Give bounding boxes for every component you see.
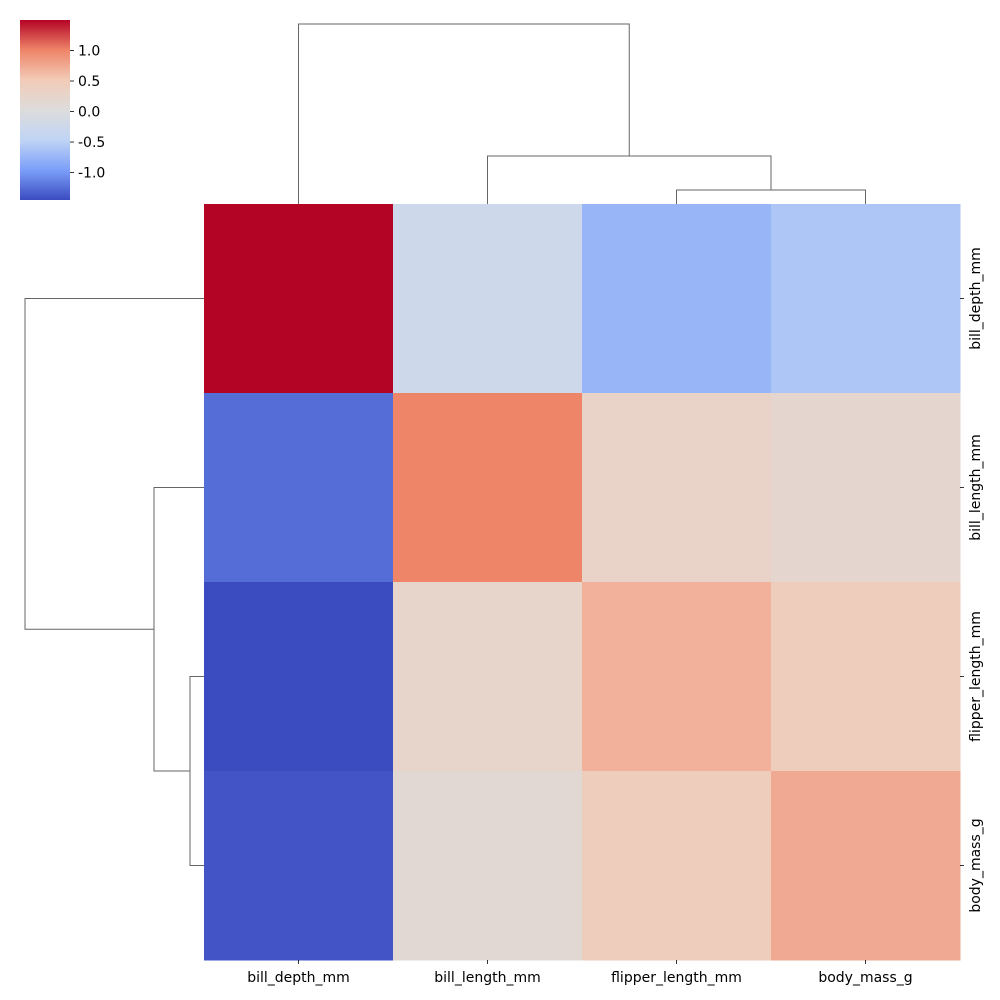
colorbar-tick-label: 1.0 [78, 44, 100, 60]
dendrogram-link [487, 155, 772, 204]
x-tick-label: body_mass_g [818, 970, 912, 986]
heatmap-cell [771, 582, 961, 772]
heatmap-cell [582, 393, 772, 583]
y-tick-label: bill_length_mm [968, 434, 984, 540]
y-tick-label: bill_depth_mm [968, 247, 984, 350]
heatmap-cell [393, 393, 583, 583]
heatmap-cell [204, 582, 394, 772]
dendrogram-link [24, 298, 204, 630]
dendrogram-link [298, 23, 630, 204]
column-dendrogram [298, 23, 866, 204]
dendrogram-link [153, 487, 204, 772]
heatmap-cell [393, 582, 583, 772]
x-tick-label: flipper_length_mm [611, 970, 742, 986]
colorbar-tick-label: -0.5 [78, 135, 105, 151]
dendrogram-link [676, 189, 866, 204]
colorbar-tick-label: 0.0 [78, 105, 100, 121]
heatmap-cell [393, 204, 583, 394]
heatmap-cell [204, 204, 394, 394]
heatmap-cell [582, 771, 772, 961]
dendrogram-link [189, 676, 204, 866]
y-tick-label: body_mass_g [968, 818, 984, 912]
heatmap-cell [204, 393, 394, 583]
heatmap-grid [204, 204, 961, 961]
heatmap-cell [204, 771, 394, 961]
colorbar: 1.0 0.5 0.0 -0.5 -1.0 [20, 20, 105, 200]
colorbar-gradient [20, 20, 70, 200]
heatmap-cell [771, 771, 961, 961]
x-tick-label: bill_length_mm [434, 970, 540, 986]
colorbar-tick-label: -1.0 [78, 166, 105, 182]
heatmap-cell [582, 204, 772, 394]
y-tick-label: flipper_length_mm [968, 611, 984, 742]
heatmap-cell [771, 204, 961, 394]
heatmap-cell [771, 393, 961, 583]
heatmap-cell [393, 771, 583, 961]
x-tick-labels: bill_depth_mm bill_length_mm flipper_lengt… [247, 960, 913, 986]
heatmap-cell [582, 582, 772, 772]
x-tick-label: bill_depth_mm [247, 970, 350, 986]
y-tick-labels: bill_depth_mm bill_length_mm flipper_lengt… [960, 247, 984, 913]
row-dendrogram [24, 298, 204, 866]
colorbar-tick-label: 0.5 [78, 74, 100, 90]
